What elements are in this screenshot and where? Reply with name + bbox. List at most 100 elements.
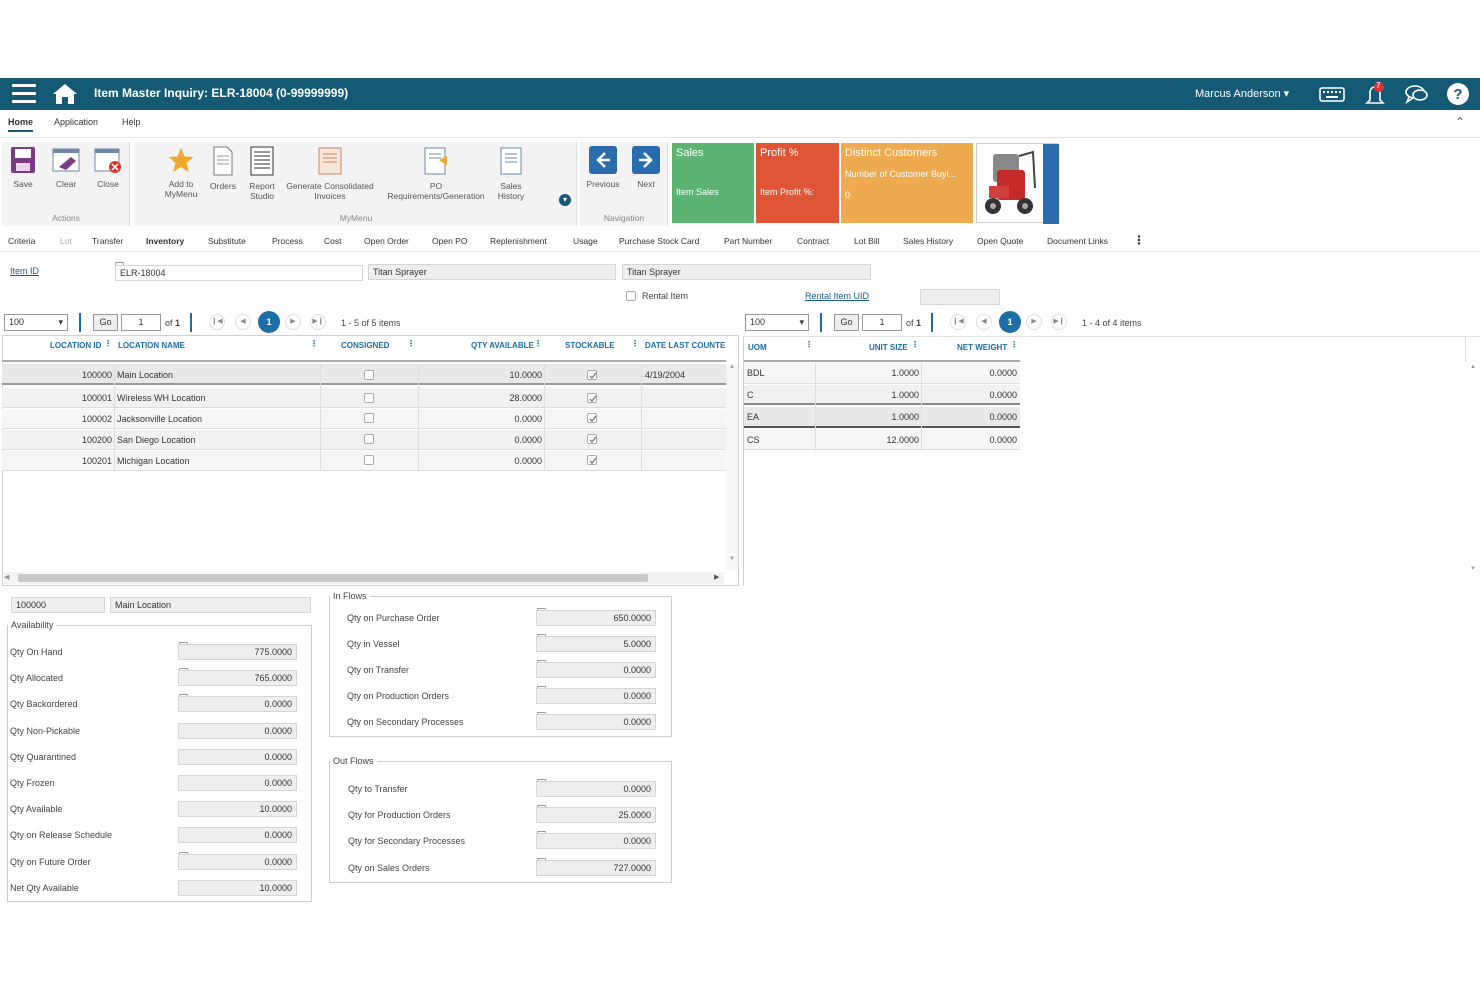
tab-criteria[interactable]: Criteria [8,236,36,246]
out-flows-legend: Out Flows [333,756,374,766]
column-menu-icon[interactable]: ⋮ [534,339,542,348]
scroll-up-icon[interactable]: ▲ [1470,364,1476,370]
keyboard-icon[interactable] [1318,82,1346,106]
tab-replenishment[interactable]: Replenishment [490,236,547,246]
tab-open-order[interactable]: Open Order [364,236,409,246]
column-menu-icon[interactable]: ⋮ [310,339,318,348]
table-row[interactable] [744,407,1020,428]
first-page-icon[interactable]: ❙◀ [950,314,966,330]
chat-icon[interactable] [1403,82,1431,106]
column-menu-icon[interactable]: ⋮ [631,339,639,348]
help-icon[interactable]: ? [1445,82,1473,106]
last-page-icon[interactable]: ▶❙ [310,314,326,330]
scroll-right-icon[interactable]: ▶ [714,574,720,581]
menu-tab-help[interactable]: Help [122,117,141,127]
next-page-icon[interactable]: ▶ [1026,314,1042,330]
sales-tile[interactable]: Sales Item Sales [672,143,754,223]
rental-item-checkbox[interactable] [626,291,636,301]
next-page-icon[interactable]: ▶ [285,314,301,330]
tab-substitute[interactable]: Substitute [208,236,246,246]
tab-document-links[interactable]: Document Links [1047,236,1108,246]
notifications-bell-icon[interactable]: 7 [1362,81,1390,106]
item-id-input[interactable]: ELR-18004 [115,265,363,281]
column-menu-icon[interactable]: ⋮ [1010,340,1018,349]
col-uom[interactable]: UOM [748,343,767,352]
sales-history-button[interactable]: Sales History [494,146,528,201]
prev-page-icon[interactable]: ◀ [976,314,992,330]
vertical-scrollbar[interactable]: ▲ ▼ [726,364,738,570]
previous-button[interactable]: Previous [585,146,621,189]
page-number-input[interactable]: 1 [121,314,161,331]
scroll-down-icon[interactable]: ▼ [1470,566,1476,572]
tab-open-po[interactable]: Open PO [432,236,468,246]
item-id-link[interactable]: Item ID [10,266,40,276]
tab-sales-history[interactable]: Sales History [903,236,954,246]
table-row[interactable] [744,363,1020,384]
tab-inventory[interactable]: Inventory [146,236,185,246]
col-consigned[interactable]: CONSIGNED [341,341,390,350]
current-page[interactable]: 1 [258,311,280,333]
distinct-customers-tile[interactable]: Distinct Customers Number of Customer Bu… [841,143,973,223]
tab-open-quote[interactable]: Open Quote [977,236,1024,246]
tab-lot-bill[interactable]: Lot Bill [854,236,880,246]
next-button[interactable]: Next [628,146,664,189]
col-date-last-counted[interactable]: DATE LAST COUNTED [645,341,725,350]
save-button[interactable]: Save [8,146,38,189]
col-location-id[interactable]: LOCATION ID [50,341,102,350]
page-size-select[interactable]: 100 ▾ [4,314,68,331]
close-button[interactable]: Close [92,146,124,189]
prev-page-icon[interactable]: ◀ [235,314,251,330]
orders-button[interactable]: Orders [207,146,239,191]
tab-transfer[interactable]: Transfer [92,236,124,246]
table-row[interactable] [744,430,1020,450]
last-page-icon[interactable]: ▶❙ [1051,314,1067,330]
column-menu-icon[interactable]: ⋮ [805,340,813,349]
tab-process[interactable]: Process [272,236,303,246]
col-location-name[interactable]: LOCATION NAME [118,341,185,350]
stockable-checkbox-checked [587,455,597,465]
report-studio-button[interactable]: Report Studio [244,146,280,201]
tab-cost[interactable]: Cost [324,236,342,246]
col-unit-size[interactable]: UNIT SIZE [869,343,908,352]
hamburger-menu-icon[interactable] [12,84,36,104]
table-row[interactable] [744,385,1020,405]
collapse-ribbon-icon[interactable]: ⌃ [1455,115,1466,129]
go-button[interactable]: Go [93,314,118,331]
col-stockable[interactable]: STOCKABLE [565,341,615,350]
current-page[interactable]: 1 [999,311,1021,333]
tab-part-number[interactable]: Part Number [724,236,773,246]
po-requirements-button[interactable]: PO Requirements/Generation [382,146,490,201]
column-menu-icon[interactable]: ⋮ [911,340,919,349]
go-button[interactable]: Go [834,314,859,331]
more-tabs-icon[interactable]: ⋮ [1133,233,1145,247]
profit-tile[interactable]: Profit % Item Profit %: [756,143,839,223]
scroll-left-icon[interactable]: ◀ [4,574,10,581]
menu-tab-application[interactable]: Application [54,117,99,127]
col-net-weight[interactable]: NET WEIGHT [957,343,1008,352]
tab-purchase-stock-card[interactable]: Purchase Stock Card [619,236,700,246]
first-page-icon[interactable]: ❙◀ [209,314,225,330]
rental-item-uid-link[interactable]: Rental Item UID [805,291,870,301]
scroll-down-icon[interactable]: ▼ [729,556,735,562]
scrollbar-thumb[interactable] [18,574,648,582]
actions-caption: Actions [52,213,80,223]
column-menu-icon[interactable]: ⋮ [104,339,112,348]
tab-usage[interactable]: Usage [573,236,598,246]
more-mymenu-icon[interactable]: ▾ [559,194,571,206]
column-menu-icon[interactable]: ⋮ [407,339,415,348]
scroll-up-icon[interactable]: ▲ [729,364,735,370]
vertical-scrollbar[interactable]: ▲ ▼ [1467,364,1479,582]
add-to-mymenu-button[interactable]: Add to MyMenu [160,146,202,199]
tab-contract[interactable]: Contract [797,236,830,246]
home-icon[interactable] [52,82,78,106]
cell-uom: BDL [747,368,765,378]
horizontal-scrollbar[interactable]: ◀ ▶ [4,572,724,584]
col-qty-available[interactable]: QTY AVAILABLE [471,341,534,350]
page-size-select[interactable]: 100 ▾ [745,314,809,331]
clear-button[interactable]: Clear [50,146,82,189]
menu-tab-home[interactable]: Home [8,117,34,132]
page-number-input[interactable]: 1 [862,314,902,331]
generate-consolidated-invoices-button[interactable]: Generate Consolidated Invoices [282,146,378,201]
tab-lot[interactable]: Lot [60,236,72,246]
user-menu[interactable]: Marcus Anderson ▾ [1195,87,1289,100]
